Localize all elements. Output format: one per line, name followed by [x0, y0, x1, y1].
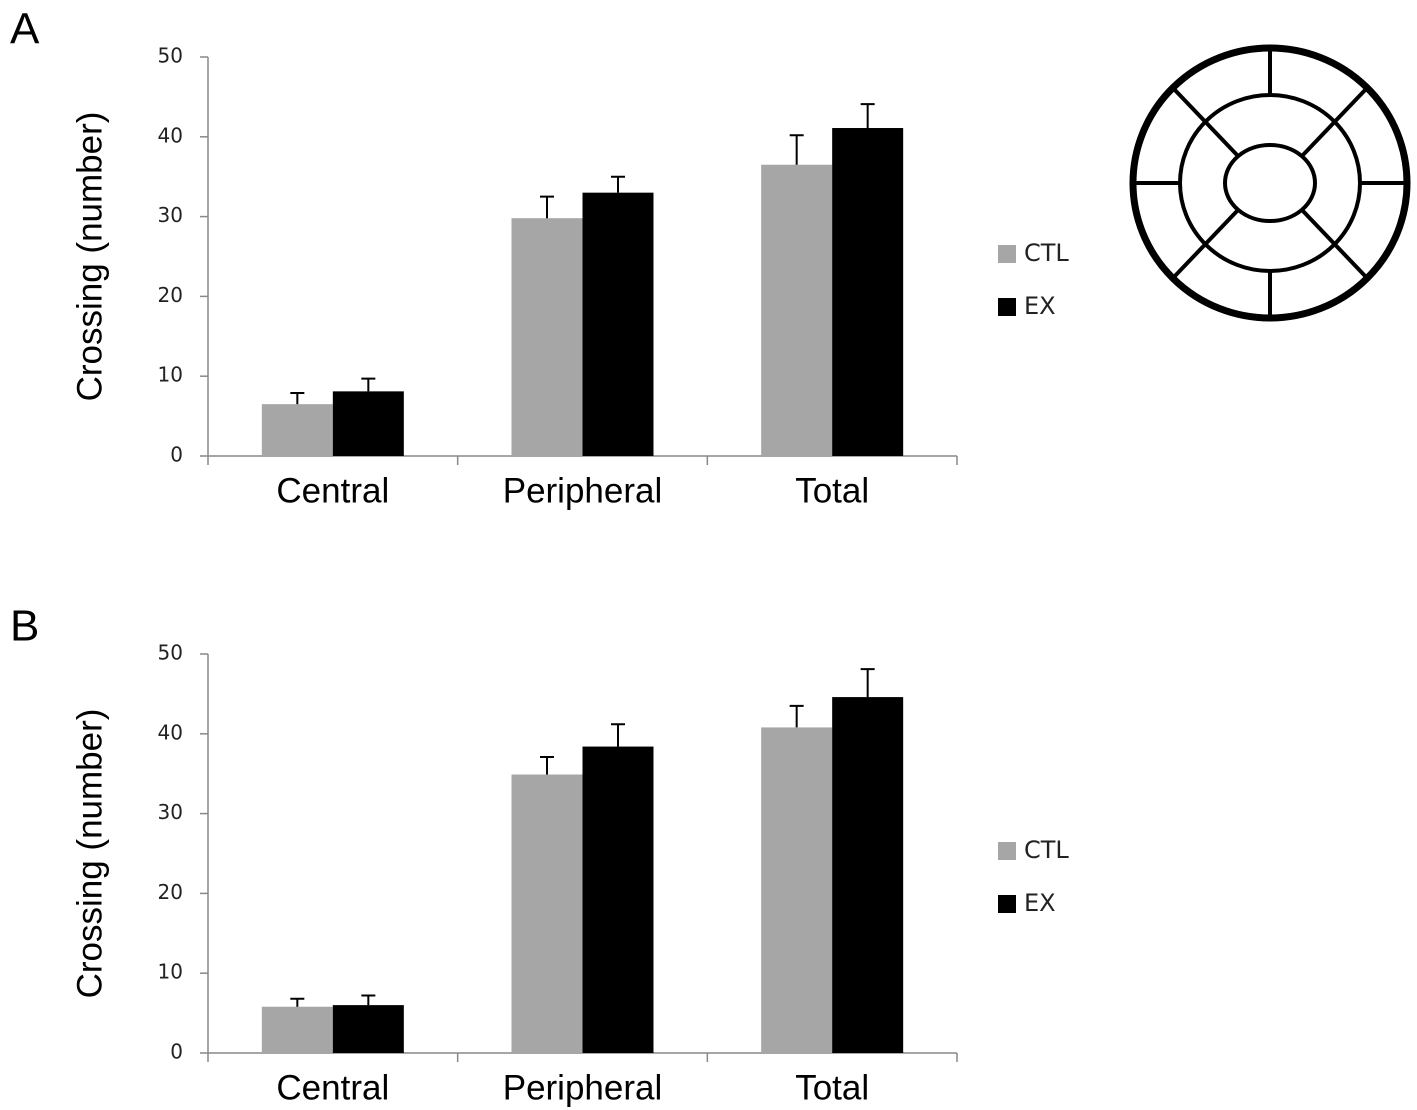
panel-label: A [10, 5, 40, 54]
y-tick-label: 40 [158, 123, 183, 147]
x-tick-label: Peripheral [503, 471, 663, 510]
bar [761, 164, 833, 457]
y-tick-label: 0 [170, 1040, 183, 1064]
y-axis-label: Crossing (number) [70, 709, 109, 999]
bar [832, 697, 904, 1053]
error-bar [290, 997, 305, 1007]
x-tick-label: Total [795, 471, 869, 510]
bar [511, 218, 583, 456]
bar [761, 727, 833, 1053]
y-tick-label: 50 [158, 44, 183, 68]
y-tick-label: 0 [170, 443, 183, 467]
error-bar [361, 377, 376, 392]
legend-label: CTL [1024, 239, 1069, 267]
bar [332, 1005, 404, 1053]
y-axis-label: Crossing (number) [70, 112, 109, 402]
inner-ring [1223, 143, 1317, 223]
y-tick-label: 10 [158, 363, 183, 387]
error-bar [540, 755, 554, 775]
error-bar [290, 391, 305, 405]
error-bar [789, 134, 804, 165]
legend-label: CTL [1024, 836, 1069, 864]
x-tick-label: Central [276, 471, 389, 510]
y-tick-label: 40 [158, 720, 183, 744]
y-tick-label: 30 [158, 800, 183, 824]
legend-swatch [998, 895, 1016, 913]
panel-label: B [10, 602, 39, 651]
bar [332, 391, 404, 456]
legend-label: EX [1024, 889, 1056, 917]
error-bar [789, 704, 804, 728]
y-tick-label: 50 [158, 641, 183, 665]
y-tick-label: 30 [158, 203, 183, 227]
bar [261, 1006, 333, 1053]
legend-swatch [998, 298, 1016, 316]
legend-swatch [998, 842, 1016, 860]
y-tick-label: 10 [158, 960, 183, 984]
x-tick-label: Peripheral [503, 1068, 663, 1107]
error-bar [611, 723, 625, 747]
error-bar [540, 195, 554, 219]
error-bar [860, 668, 875, 698]
y-tick-label: 20 [158, 283, 183, 307]
bar [261, 404, 333, 456]
bar [511, 774, 583, 1053]
arena-diagram [1129, 44, 1411, 322]
legend-label: EX [1024, 292, 1056, 320]
error-bar [361, 994, 376, 1006]
error-bar [611, 175, 625, 193]
dividers [1133, 48, 1407, 318]
bar [582, 746, 654, 1053]
legend-swatch [998, 245, 1016, 263]
bar [832, 128, 904, 456]
x-tick-label: Total [795, 1068, 869, 1107]
y-tick-label: 20 [158, 880, 183, 904]
bar [582, 192, 654, 456]
error-bar [860, 103, 875, 129]
x-tick-label: Central [276, 1068, 389, 1107]
